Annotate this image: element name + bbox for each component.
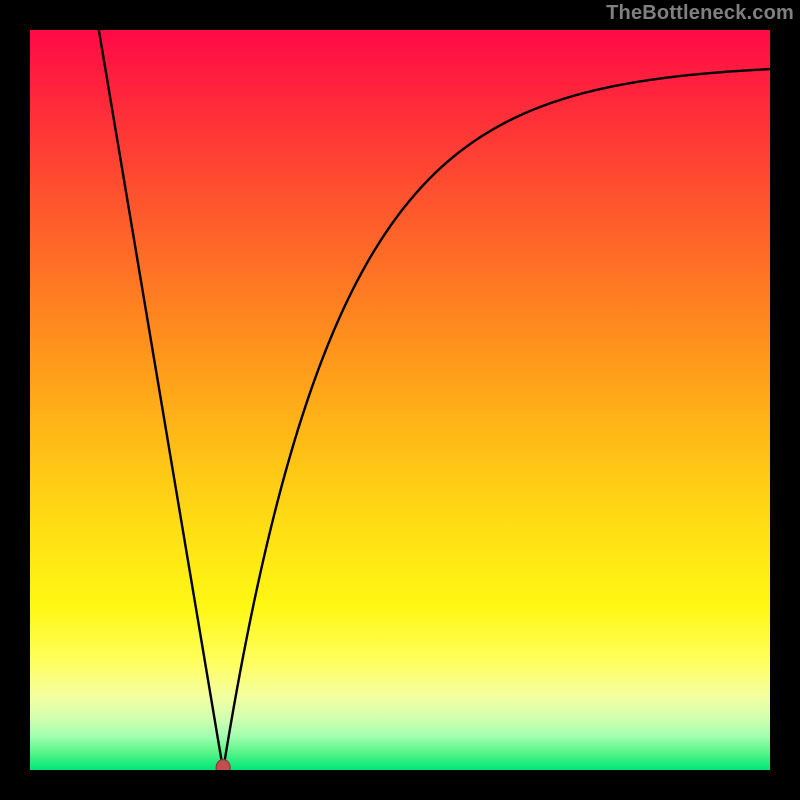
- plot-area: [30, 30, 770, 770]
- chart-stage: TheBottleneck.com: [0, 0, 800, 800]
- watermark-text: TheBottleneck.com: [606, 2, 794, 25]
- minimum-marker: [216, 760, 230, 776]
- chart-svg: [0, 0, 800, 800]
